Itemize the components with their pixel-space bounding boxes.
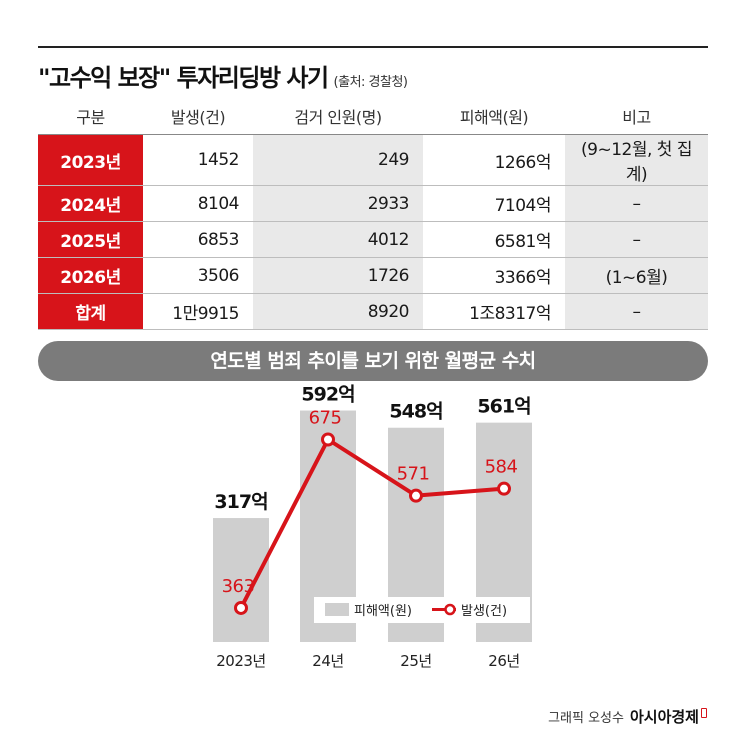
cell-damage: 1266억	[423, 134, 565, 186]
cell-damage: 1조8317억	[423, 293, 565, 330]
col-header-arrests: 검거 인원(명)	[253, 98, 423, 135]
row-year: 2023년	[38, 134, 143, 186]
cell-cases: 3506	[143, 257, 253, 294]
col-header-damage: 피해액(원)	[423, 98, 565, 135]
cell-arrests: 4012	[253, 221, 423, 258]
row-year: 2025년	[38, 221, 143, 258]
row-year: 합계	[38, 293, 143, 330]
cell-damage: 3366억	[423, 257, 565, 294]
table-row: 2026년 3506 1726 3366억 (1~6월)	[38, 257, 708, 294]
cell-arrests: 2933	[253, 185, 423, 222]
x-axis-ticks: 2023년 24년 25년 26년	[216, 652, 520, 670]
bar	[213, 518, 269, 642]
combo-chart: 317억 592억 548억 561억 363 675 571 584 2023년 24년 25…	[213, 384, 532, 670]
cell-note: (1~6월)	[565, 257, 708, 294]
table-header: 구분 발생(건) 검거 인원(명) 피해액(원) 비고	[38, 98, 708, 135]
x-tick-label: 26년	[488, 652, 519, 670]
cell-note: (9~12월, 첫 집계)	[565, 134, 708, 186]
source-note: (출처: 경찰청)	[333, 75, 408, 90]
x-tick-label: 25년	[400, 652, 431, 670]
page-title: "고수익 보장" 투자리딩방 사기	[38, 64, 329, 92]
line-layer: 363 675 571 584	[222, 408, 518, 615]
brand-mark-icon	[701, 708, 707, 718]
cell-damage: 7104억	[423, 185, 565, 222]
line-label: 363	[222, 576, 255, 597]
cell-arrests: 8920	[253, 293, 423, 330]
cell-cases: 1만9915	[143, 293, 253, 330]
cell-cases: 6853	[143, 221, 253, 258]
cell-arrests: 249	[253, 134, 423, 186]
legend-box	[314, 597, 530, 623]
line-label: 571	[397, 464, 430, 485]
x-tick-label: 2023년	[216, 652, 265, 670]
cell-note: –	[565, 293, 708, 330]
brand-name: 아시아경제	[629, 708, 699, 726]
bar-label: 561억	[477, 396, 530, 418]
line-point	[234, 600, 248, 615]
cell-cases: 1452	[143, 134, 253, 186]
cell-note: –	[565, 221, 708, 258]
cell-arrests: 1726	[253, 257, 423, 294]
legend-swatch-point	[444, 603, 456, 616]
table-row-total: 합계 1만9915 8920 1조8317억 –	[38, 293, 708, 330]
row-year: 2024년	[38, 185, 143, 222]
col-header-category: 구분	[38, 98, 143, 135]
credit: 그래픽 오성수 아시아경제	[548, 706, 707, 727]
top-rule	[38, 46, 708, 48]
cell-note: –	[565, 185, 708, 222]
line-label: 584	[485, 457, 518, 478]
bar-label: 317억	[214, 491, 267, 513]
col-header-note: 비고	[565, 98, 708, 135]
col-header-cases: 발생(건)	[143, 98, 253, 135]
legend-label-line: 발생(건)	[461, 604, 507, 619]
stats-table: 구분 발생(건) 검거 인원(명) 피해액(원) 비고 2023년 1452 2…	[38, 98, 708, 330]
section-banner: 연도별 범죄 추이를 보기 위한 월평균 수치	[38, 341, 708, 381]
cell-damage: 6581억	[423, 221, 565, 258]
line-series	[239, 437, 505, 609]
bar-label: 592억	[301, 384, 354, 406]
cell-cases: 8104	[143, 185, 253, 222]
bar-label: 548억	[389, 401, 442, 423]
table-row: 2024년 8104 2933 7104억 –	[38, 185, 708, 222]
x-tick-label: 24년	[312, 652, 343, 670]
line-point	[409, 488, 423, 503]
chart-legend: 피해액(원) 발생(건)	[314, 597, 530, 623]
row-year: 2026년	[38, 257, 143, 294]
table-row: 2025년 6853 4012 6581억 –	[38, 221, 708, 258]
title-block: "고수익 보장" 투자리딩방 사기 (출처: 경찰청)	[38, 58, 408, 93]
legend-swatch-bar	[325, 603, 349, 616]
line-point	[321, 432, 335, 447]
line-point	[497, 481, 511, 496]
table-row: 2023년 1452 249 1266억 (9~12월, 첫 집계)	[38, 134, 708, 186]
line-label: 675	[309, 408, 342, 429]
legend-label-bar: 피해액(원)	[354, 604, 412, 619]
credit-text: 그래픽 오성수	[548, 711, 624, 726]
